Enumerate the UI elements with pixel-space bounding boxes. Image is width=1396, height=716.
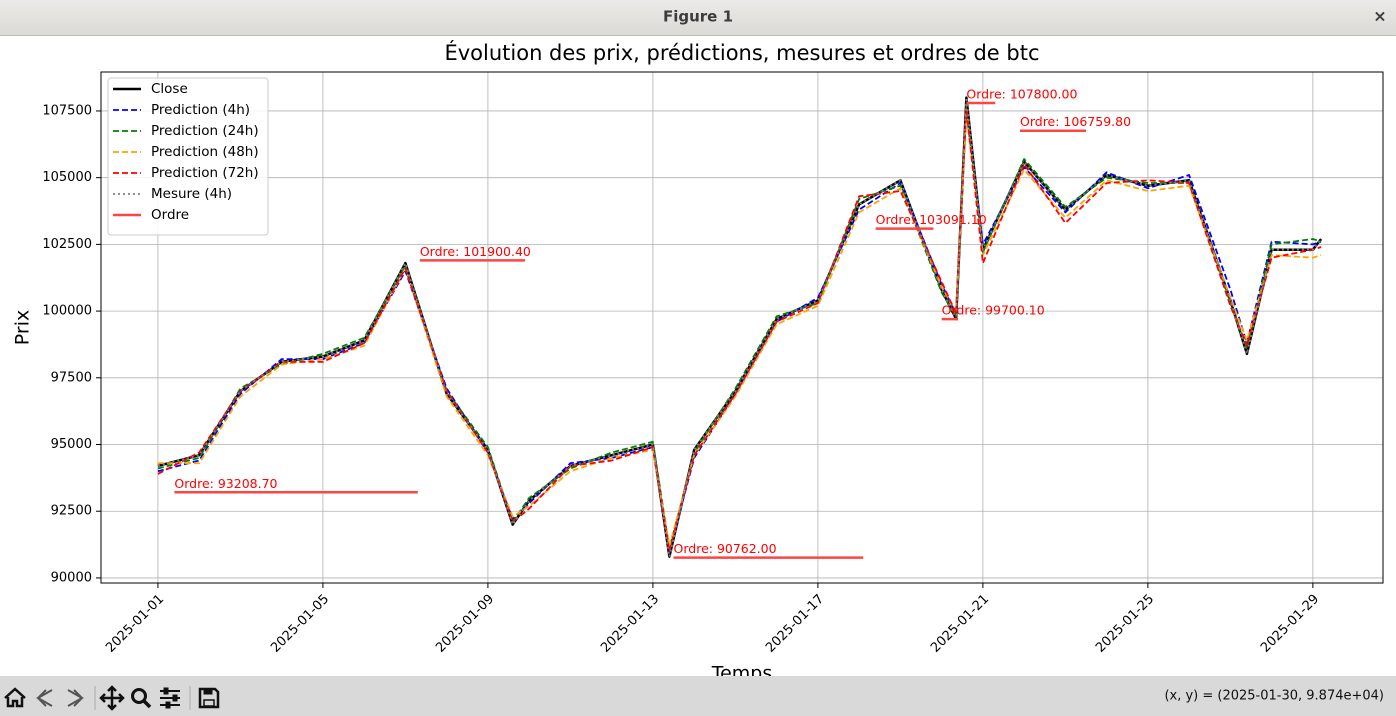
y-tick-label: 100000 (42, 304, 92, 319)
legend-label: Close (151, 81, 188, 97)
status-text: (x, y) = (2025-01-30, 9.874e+04) (1164, 689, 1384, 704)
zoom-button[interactable] (131, 688, 147, 704)
order-label: Ordre: 101900.40 (420, 244, 531, 259)
pan-button[interactable] (99, 685, 125, 711)
axes-frame (100, 71, 1384, 584)
home-button[interactable] (4, 687, 26, 708)
series-line (157, 107, 1322, 553)
order-label: Ordre: 107800.00 (966, 86, 1077, 101)
forward-button[interactable] (67, 689, 85, 707)
save-icon-part (203, 699, 215, 707)
legend-label: Prediction (24h) (151, 123, 259, 139)
y-tick-label: 95000 (51, 437, 92, 452)
slider-knob (165, 701, 171, 709)
legend-label: Mesure (4h) (151, 186, 232, 202)
order-label: Ordre: 103091.10 (876, 212, 987, 227)
close-button[interactable]: × (1373, 7, 1386, 26)
order-label: Ordre: 99700.10 (942, 303, 1045, 318)
y-tick-label: 107500 (42, 103, 92, 118)
y-tick-label: 92500 (51, 504, 92, 519)
legend-label: Prediction (72h) (151, 165, 259, 181)
slider-knob (163, 687, 169, 695)
legend-label: Prediction (4h) (151, 102, 250, 118)
y-axis-label: Prix (12, 310, 34, 345)
title-bar (0, 0, 1396, 35)
toolbar (0, 676, 1396, 716)
y-tick-label: 90000 (51, 570, 92, 585)
y-tick-label: 97500 (51, 370, 92, 385)
order-label: Ordre: 90762.00 (674, 541, 777, 556)
back-button[interactable] (35, 689, 53, 707)
slider-knob (172, 694, 178, 702)
zoom-handle (142, 699, 152, 709)
legend-label: Ordre (151, 207, 189, 223)
y-tick-label: 102500 (42, 237, 92, 252)
legend-box (107, 77, 269, 236)
save-icon-part (203, 688, 213, 695)
chart-title: Évolution des prix, prédictions, mesures… (444, 40, 1039, 65)
series-line (157, 112, 1322, 547)
order-label: Ordre: 93208.70 (174, 476, 277, 491)
series-line (157, 104, 1322, 550)
toolbar-icons (4, 685, 220, 711)
order-label: Ordre: 106759.80 (1020, 114, 1131, 129)
y-tick-label: 105000 (42, 170, 92, 185)
legend-label: Prediction (48h) (151, 144, 259, 160)
window-title: Figure 1 (663, 8, 733, 26)
